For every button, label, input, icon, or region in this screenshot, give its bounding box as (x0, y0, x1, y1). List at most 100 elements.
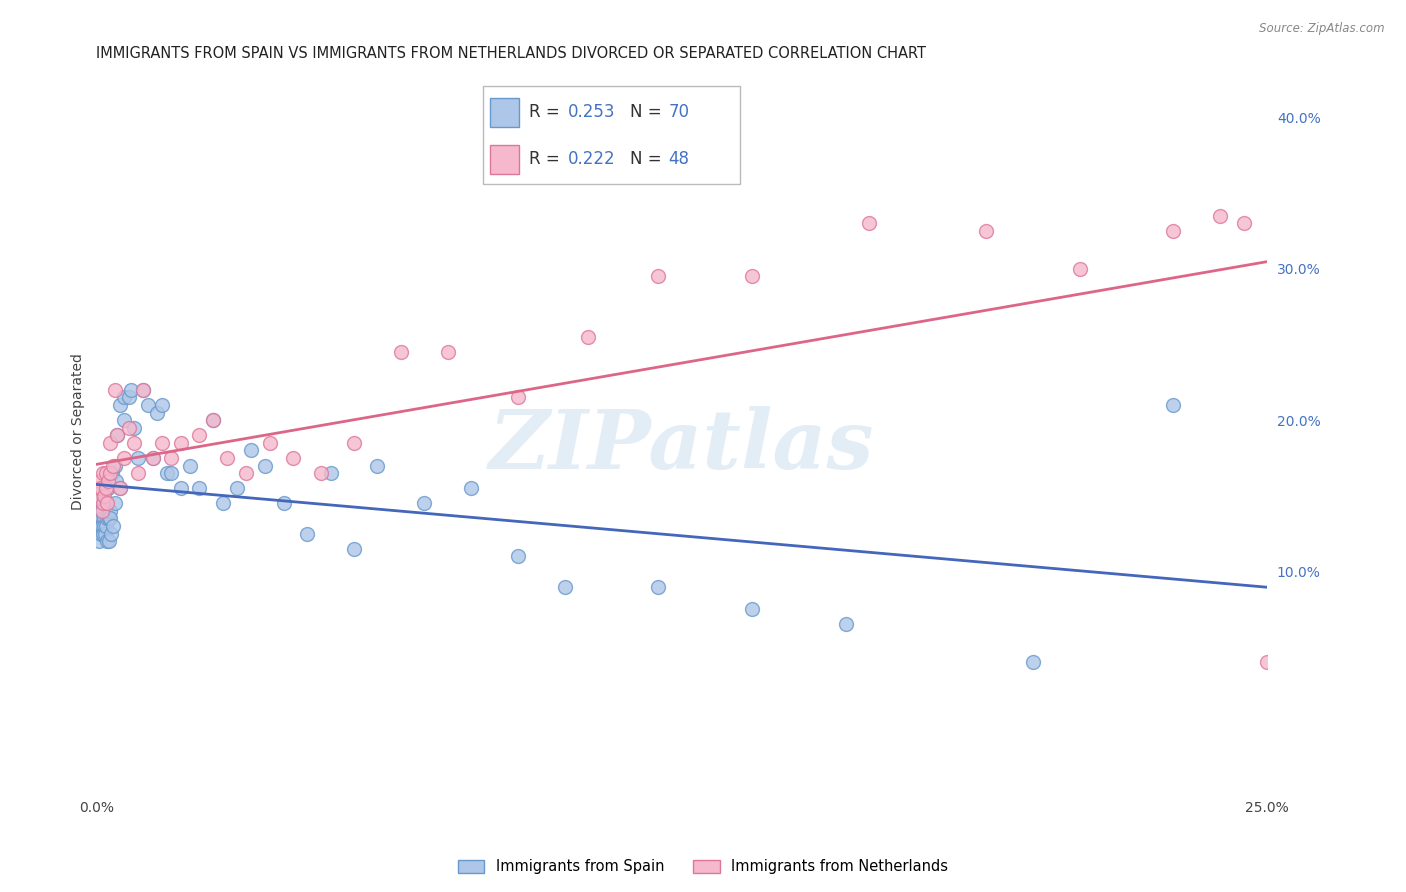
Point (1256, 655, 1278, 669)
Point (87, 519, 110, 533)
Point (118, 420, 141, 434)
Point (105, 474, 128, 488)
Point (169, 435, 191, 450)
Point (100, 511, 122, 525)
Point (436, 345, 458, 359)
Point (160, 450, 183, 465)
Point (128, 450, 150, 465)
Point (87, 504, 110, 518)
Point (235, 466, 257, 480)
Point (974, 224, 997, 238)
Point (343, 541, 366, 556)
Point (309, 466, 332, 480)
Point (94, 496, 117, 510)
Point (554, 580, 576, 594)
Point (100, 435, 122, 450)
Point (741, 602, 763, 616)
Point (93, 466, 115, 480)
Point (101, 519, 124, 533)
Point (136, 398, 159, 412)
Point (90, 526, 112, 541)
Point (295, 526, 318, 541)
Point (108, 481, 131, 495)
Point (576, 330, 599, 344)
Point (107, 428, 129, 442)
Point (108, 398, 131, 412)
Point (94, 466, 117, 480)
Point (217, 450, 239, 465)
Point (169, 481, 191, 495)
Point (107, 428, 129, 442)
Point (93, 489, 115, 503)
Point (319, 466, 342, 480)
Point (93, 519, 115, 533)
Point (93, 511, 115, 525)
Point (132, 383, 155, 397)
Point (506, 391, 529, 405)
Point (108, 481, 131, 495)
Point (91, 496, 114, 510)
Point (741, 269, 763, 284)
Point (98, 534, 121, 549)
Point (150, 398, 173, 412)
Point (647, 269, 669, 284)
Point (97, 474, 120, 488)
Point (94, 481, 117, 495)
Point (87, 489, 110, 503)
Point (86, 511, 108, 525)
Point (253, 458, 276, 473)
Point (90, 504, 112, 518)
Point (97, 511, 120, 525)
Point (858, 216, 880, 230)
Point (202, 413, 225, 427)
Point (128, 466, 150, 480)
Point (90, 481, 112, 495)
Point (188, 428, 211, 442)
Point (100, 526, 122, 541)
Point (87, 481, 110, 495)
Point (132, 383, 155, 397)
Point (1163, 398, 1185, 412)
Point (101, 466, 124, 480)
Point (273, 496, 295, 510)
Point (89, 511, 111, 525)
Point (202, 413, 225, 427)
Point (225, 481, 247, 495)
Text: ZIPatlas: ZIPatlas (489, 406, 875, 486)
Point (91, 511, 114, 525)
Point (1022, 655, 1045, 669)
Point (460, 481, 482, 495)
Legend: Immigrants from Spain, Immigrants from Netherlands: Immigrants from Spain, Immigrants from N… (451, 854, 955, 880)
Point (101, 458, 124, 473)
Point (647, 580, 669, 594)
Point (160, 466, 183, 480)
Point (114, 391, 136, 405)
Point (93, 504, 115, 518)
Point (93, 489, 115, 503)
Point (413, 496, 436, 510)
Point (90, 519, 112, 533)
Point (122, 435, 145, 450)
Point (91, 526, 114, 541)
Point (141, 450, 163, 465)
Point (506, 549, 529, 564)
Point (1163, 224, 1185, 238)
Text: IMMIGRANTS FROM SPAIN VS IMMIGRANTS FROM NETHERLANDS DIVORCED OR SEPARATED CORRE: IMMIGRANTS FROM SPAIN VS IMMIGRANTS FROM… (97, 46, 927, 62)
Point (239, 443, 262, 458)
Point (389, 345, 412, 359)
Point (97, 481, 120, 495)
Point (179, 458, 201, 473)
Point (343, 435, 366, 450)
Point (96, 511, 118, 525)
Point (89, 519, 111, 533)
Point (118, 391, 141, 405)
Point (121, 383, 143, 397)
Point (1233, 216, 1256, 230)
Point (114, 450, 136, 465)
Point (259, 435, 281, 450)
Point (122, 420, 145, 434)
Point (100, 466, 122, 480)
Point (211, 496, 233, 510)
Point (100, 504, 122, 518)
Point (281, 450, 304, 465)
